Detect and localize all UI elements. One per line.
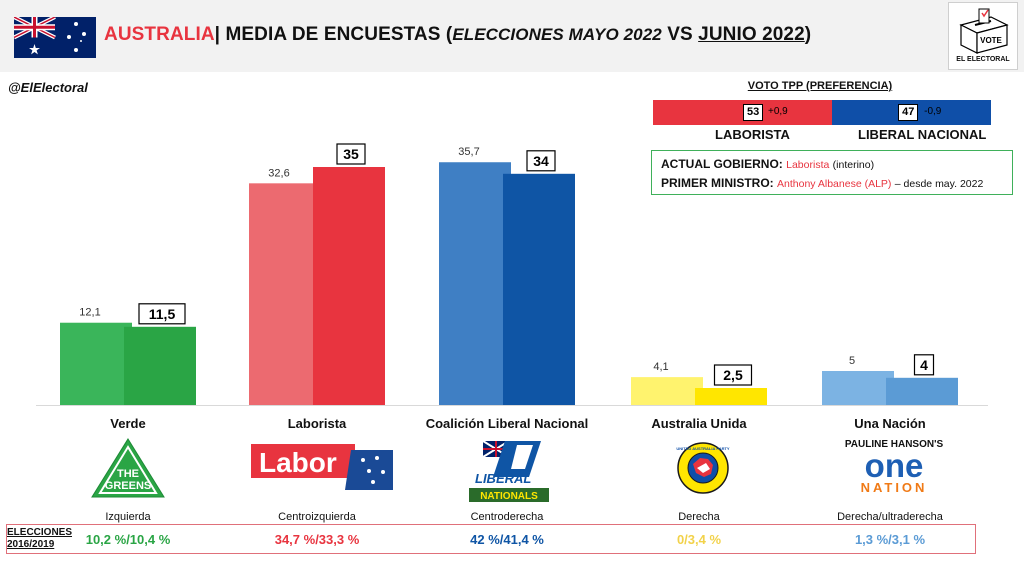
nationals-logo-text: NATIONALS	[480, 491, 538, 502]
elections-label-line2: 2016/2019	[7, 539, 55, 550]
value-label-may-0: 12,1	[79, 307, 100, 319]
logo-caption: EL ELECTORAL	[956, 56, 1010, 63]
title-elections: ELECCIONES MAYO 2022	[452, 25, 662, 44]
tpp-labor-value: 53	[743, 104, 764, 121]
title-vs: VS	[661, 24, 699, 45]
title-close: )	[804, 24, 812, 45]
elections-coalition: 42 %/41,4 %	[470, 532, 544, 547]
el-electoral-logo: VOTE EL ELECTORAL	[948, 2, 1018, 70]
bar-may-2	[439, 162, 511, 405]
header-band: AUSTRALIA| MEDIA DE ENCUESTAS (ELECCIONE…	[0, 0, 1024, 72]
value-box-june-3	[713, 364, 753, 386]
greens-logo-the: THE	[117, 468, 139, 480]
pm-value: Anthony Albanese (ALP)	[777, 178, 892, 190]
ballot-box-icon: VOTE	[959, 8, 1009, 54]
greens-logo-icon: THE GREENS	[91, 438, 165, 498]
ballot-vote-text: VOTE	[980, 36, 1002, 45]
tpp-labor-label: LABORISTA	[715, 127, 790, 142]
value-box-june-1	[336, 143, 366, 165]
value-label-june-1: 35	[343, 146, 359, 162]
government-info-box: ACTUAL GOBIERNO: Laborista (interino) PR…	[651, 150, 1013, 195]
bar-june-2	[503, 173, 575, 405]
elections-label: ELECCIONES 2016/2019	[7, 527, 72, 551]
one-nation-logo-pauline: PAULINE HANSON'S	[845, 439, 944, 450]
value-label-may-1: 32,6	[268, 167, 289, 179]
tpp-bar-labor: 53 +0,9	[653, 100, 833, 125]
ideology-coalition: Centroderecha	[470, 511, 544, 523]
tpp-coalition-change: -0,9	[924, 106, 942, 117]
pm-label: PRIMER MINISTRO:	[661, 176, 774, 190]
bar-may-0	[60, 322, 132, 405]
australia-flag-icon	[14, 17, 96, 58]
title-country: AUSTRALIA	[104, 24, 215, 45]
elections-one-nation: 1,3 %/3,1 %	[854, 532, 926, 547]
bar-may-4	[822, 371, 894, 405]
elections-results-box	[6, 524, 976, 554]
value-label-may-3: 4,1	[653, 361, 668, 373]
bar-june-1	[313, 167, 385, 405]
ideology-labor: Centroizquierda	[278, 511, 356, 523]
elections-labor: 34,7 %/33,3 %	[274, 532, 360, 547]
one-nation-logo-one: one	[865, 447, 924, 484]
party-name-labor: Laborista	[287, 416, 347, 431]
value-box-june-2	[526, 150, 556, 172]
elections-label-line1: ELECCIONES	[7, 527, 73, 538]
twitter-handle: @ElElectoral	[8, 80, 88, 95]
party-name-one-nation: Una Nación	[854, 416, 926, 431]
prime-minister-row: PRIMER MINISTRO: Anthony Albanese (ALP) …	[661, 174, 1003, 193]
labor-logo-text: Labor	[259, 447, 337, 478]
bar-june-0	[124, 326, 196, 405]
uap-logo-text: UNITED AUSTRALIA PARTY	[676, 446, 730, 451]
elections-uap: 0/3,4 %	[676, 532, 722, 547]
party-name-greens: Verde	[110, 416, 146, 431]
greens-logo-greens: GREENS	[105, 480, 151, 492]
bar-june-4	[886, 377, 958, 405]
ideology-greens: Izquierda	[105, 511, 151, 523]
liberal-nationals-logo-icon: LIBERAL NATIONALS	[469, 441, 549, 502]
government-row: ACTUAL GOBIERNO: Laborista (interino)	[661, 155, 1003, 174]
value-label-may-2: 35,7	[458, 146, 479, 158]
tpp-coalition-label: LIBERAL NACIONAL	[858, 127, 987, 142]
labor-logo-icon: Labor	[251, 444, 393, 490]
elections-greens: 10,2 %/10,4 %	[85, 532, 171, 547]
bar-june-3	[695, 388, 767, 405]
united-australia-logo-icon: UNITED AUSTRALIA PARTY	[676, 442, 730, 494]
party-name-coalition: Coalición Liberal Nacional	[425, 416, 589, 431]
bar-may-3	[631, 377, 703, 405]
tpp-coalition-value: 47	[898, 104, 919, 121]
value-label-june-2: 34	[533, 153, 549, 169]
title-june: JUNIO 2022	[698, 24, 805, 45]
party-name-uap: Australia Unida	[651, 416, 747, 431]
tpp-title: VOTO TPP (PREFERENCIA)	[747, 80, 893, 92]
tpp-bar-coalition: 47 -0,9	[832, 100, 991, 125]
value-label-june-4: 4	[920, 357, 928, 373]
ideology-one-nation: Derecha/ultraderecha	[837, 511, 943, 523]
one-nation-logo-nation: NATION	[861, 480, 928, 495]
liberal-logo-text: LIBERAL	[475, 471, 531, 486]
ideology-uap: Derecha	[678, 511, 720, 523]
value-box-june-0	[138, 303, 186, 325]
value-label-may-4: 5	[849, 355, 855, 367]
value-box-june-4	[913, 354, 935, 376]
title-separator: | MEDIA DE ENCUESTAS (	[214, 24, 453, 45]
page-title: AUSTRALIA| MEDIA DE ENCUESTAS (ELECCIONE…	[104, 24, 811, 46]
pm-note: – desde may. 2022	[894, 178, 984, 190]
value-label-june-0: 11,5	[149, 306, 176, 322]
gov-value: Laborista	[786, 159, 830, 171]
tpp-labor-change: +0,9	[768, 106, 788, 117]
value-label-june-3: 2,5	[723, 367, 743, 383]
gov-label: ACTUAL GOBIERNO:	[661, 157, 783, 171]
bar-may-1	[249, 183, 321, 405]
one-nation-logo-icon: PAULINE HANSON'S one NATION	[845, 439, 944, 495]
gov-note: (interino)	[832, 159, 875, 171]
tpp-bar: 53 +0,9 47 -0,9	[653, 100, 991, 125]
